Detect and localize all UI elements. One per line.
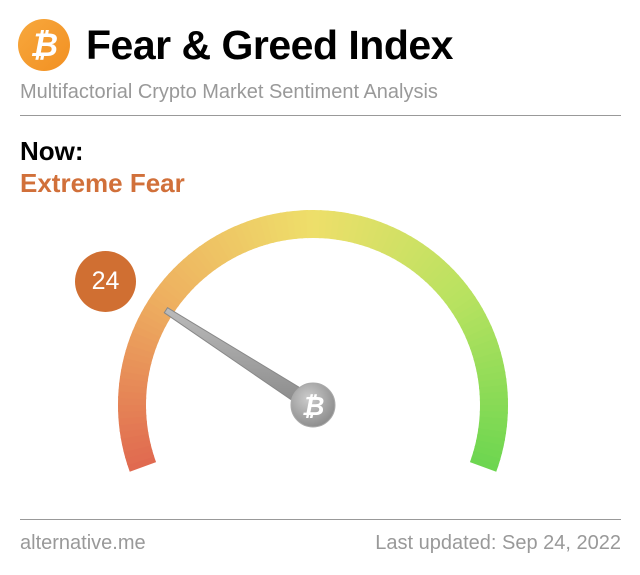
source-link[interactable]: alternative.me xyxy=(20,532,146,554)
bitcoin-logo-icon: ₿ xyxy=(18,19,70,71)
gauge-hub xyxy=(290,382,336,428)
gauge: ₿ xyxy=(117,209,509,472)
last-updated: Last updated: Sep 24, 2022 xyxy=(375,532,621,554)
now-label: Now: xyxy=(20,136,84,166)
gauge-arc-segment xyxy=(469,456,499,472)
page-title: Fear & Greed Index xyxy=(86,22,453,68)
gauge-arc xyxy=(117,209,509,472)
bitcoin-hub-icon: ₿ xyxy=(302,391,325,421)
classification-label: Extreme Fear xyxy=(20,168,185,198)
divider xyxy=(20,115,621,116)
page-subtitle: Multifactorial Crypto Market Sentiment A… xyxy=(20,81,438,103)
value-badge: 24 xyxy=(75,251,136,312)
footer-divider xyxy=(20,519,621,520)
